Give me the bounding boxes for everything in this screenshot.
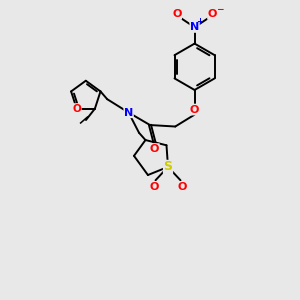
Text: O: O (172, 9, 182, 19)
Text: +: + (196, 17, 203, 26)
Text: O: O (72, 104, 81, 114)
Text: O: O (208, 9, 217, 19)
Text: N: N (124, 108, 133, 118)
Text: O: O (149, 182, 159, 192)
Text: N: N (190, 22, 199, 32)
Text: −: − (216, 5, 224, 14)
Text: O: O (190, 105, 199, 115)
Text: O: O (177, 182, 187, 192)
Text: S: S (164, 160, 172, 173)
Text: O: O (150, 144, 159, 154)
